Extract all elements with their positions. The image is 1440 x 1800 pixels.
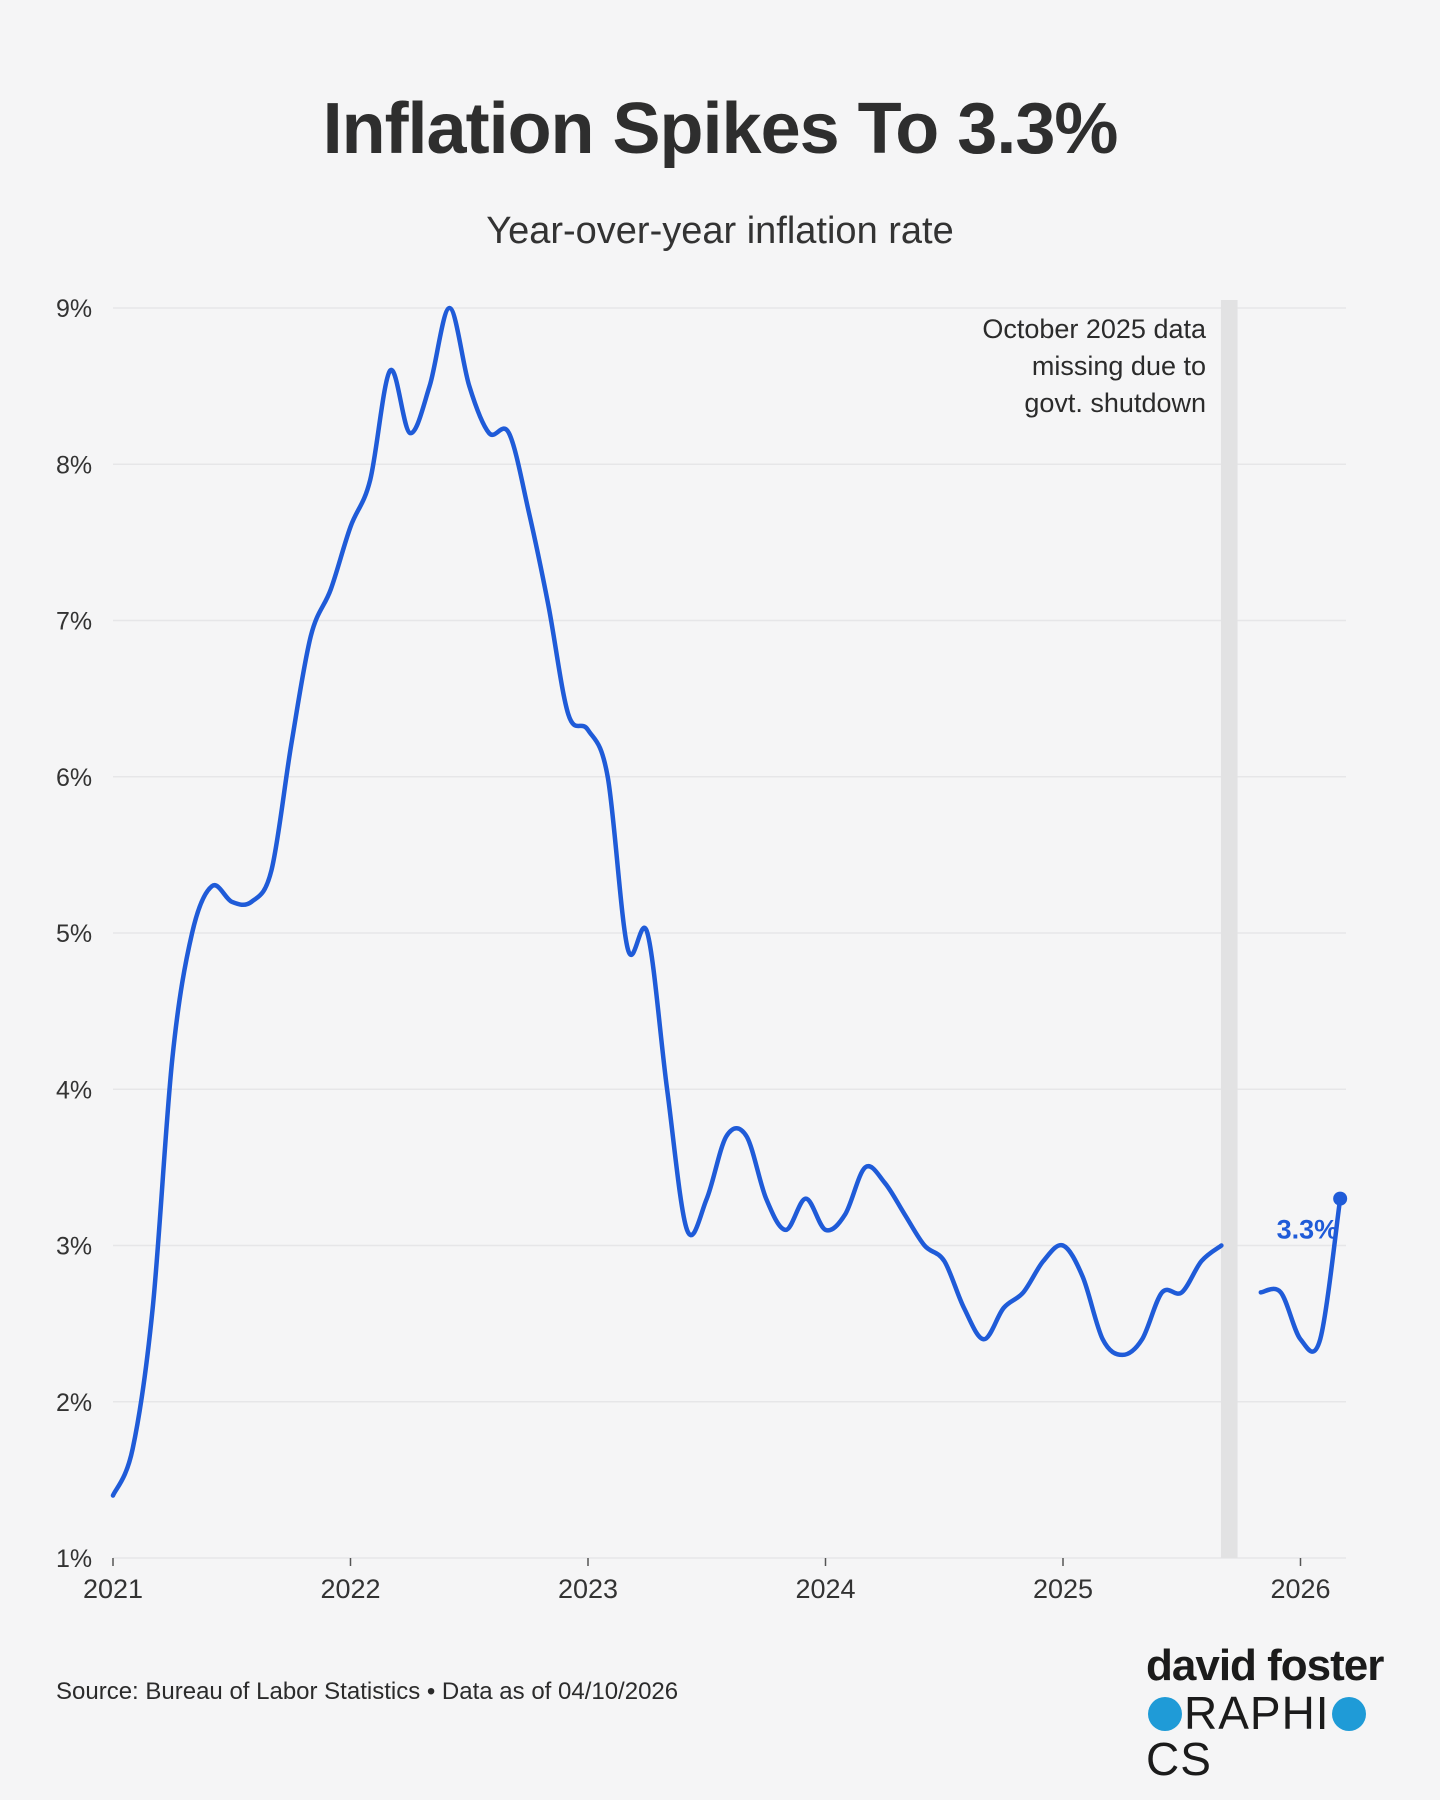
y-tick-label: 7% (56, 608, 92, 636)
x-tick-label: 2024 (795, 1574, 855, 1604)
logo-dot-icon (1331, 1697, 1366, 1731)
latest-point-marker (1333, 1191, 1348, 1206)
logo-wordmark-end: CS (1146, 1733, 1212, 1785)
shutdown-annotation-line: October 2025 data (982, 314, 1207, 344)
y-tick-label: 6% (56, 764, 92, 792)
brand-logo: david foster RAPHICS (1146, 1641, 1386, 1783)
missing-data-band (1220, 300, 1238, 1558)
shutdown-annotation-line: govt. shutdown (1024, 388, 1206, 418)
logo-dot-icon (1148, 1697, 1182, 1731)
x-tick-label: 2026 (1270, 1574, 1330, 1604)
x-tick-label: 2021 (83, 1574, 143, 1604)
y-tick-label: 2% (56, 1389, 92, 1417)
chart-title: Inflation Spikes To 3.3% (322, 89, 1119, 169)
logo-wordmark-mid: RAPHI (1184, 1687, 1330, 1739)
x-tick-label: 2025 (1033, 1574, 1093, 1604)
line-chart: 1% 2% 3% 4% 5% 6% 7% 8% 9% 2021 2022 2023 2024 2025 20… (56, 295, 1348, 1604)
chart-subtitle: Year-over-year inflation rate (486, 210, 954, 252)
y-tick-label: 9% (56, 295, 92, 323)
y-tick-label: 1% (56, 1545, 92, 1573)
x-tick-label: 2023 (558, 1574, 618, 1604)
latest-value-label: 3.3% (1277, 1215, 1339, 1245)
source-note: Source: Bureau of Labor Statistics • Dat… (56, 1678, 679, 1705)
y-tick-label: 8% (56, 451, 92, 479)
y-tick-label: 5% (56, 920, 92, 948)
y-tick-label: 3% (56, 1233, 92, 1261)
y-tick-label: 4% (56, 1076, 92, 1104)
series-line-segment-2 (1258, 1196, 1343, 1354)
series-line-segment-1 (110, 305, 1224, 1498)
logo-wordmark-bottom: RAPHICS (1146, 1690, 1386, 1782)
x-tick-label: 2022 (320, 1574, 380, 1604)
logo-wordmark-top: david foster (1146, 1641, 1384, 1690)
shutdown-annotation-line: missing due to (1032, 351, 1206, 381)
